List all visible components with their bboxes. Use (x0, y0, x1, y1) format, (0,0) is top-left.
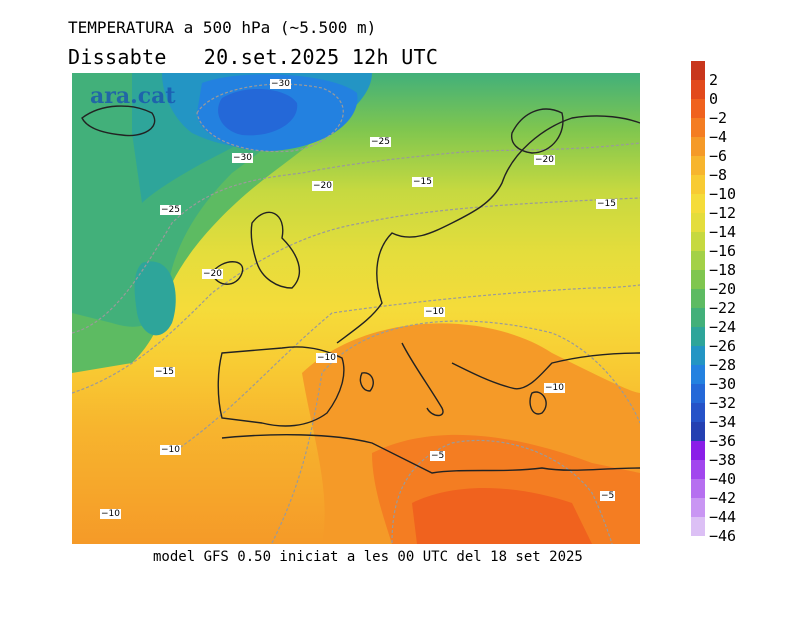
colorbar-label: −40 (709, 470, 737, 488)
colorbar-label: −2 (709, 109, 728, 127)
isotherm-label: −5 (430, 451, 446, 461)
colorbar-label: −6 (709, 147, 728, 165)
isotherm-label: −5 (600, 491, 616, 501)
map-date: Dissabte 20.set.2025 12h UTC (68, 45, 439, 69)
isotherm-label: −25 (160, 205, 181, 215)
colorbar-swatch (691, 460, 705, 479)
colorbar-label: −30 (709, 375, 737, 393)
colorbar-label: −4 (709, 128, 728, 146)
colorbar-swatch (691, 327, 705, 346)
isotherm-label: −15 (596, 199, 617, 209)
isotherm-label: −15 (412, 177, 433, 187)
colorbar-swatch (691, 80, 705, 99)
colorbar-label: −8 (709, 166, 728, 184)
colorbar-label: −12 (709, 204, 737, 222)
isotherm-label: −10 (160, 445, 181, 455)
isotherm-label: −10 (100, 509, 121, 519)
colorbar-swatch (691, 517, 705, 536)
coastlines (81, 105, 640, 474)
colorbar-swatch (691, 308, 705, 327)
colorbar-swatch (691, 137, 705, 156)
colorbar-label: −36 (709, 432, 737, 450)
isotherm-label: −15 (154, 367, 175, 377)
cold-pocket-atlantic (134, 261, 176, 336)
colorbar-label: −44 (709, 508, 737, 526)
colorbar-swatch (691, 270, 705, 289)
colorbar-label: −42 (709, 489, 737, 507)
isotherm-label: −10 (424, 307, 445, 317)
colorbar-swatch (691, 498, 705, 517)
isotherm-label: −20 (534, 155, 555, 165)
colorbar-label: −10 (709, 185, 737, 203)
ara-cat-logo: ara.cat (90, 83, 176, 109)
isotherm-label: −20 (202, 269, 223, 279)
isotherm-label: −30 (270, 79, 291, 89)
colorbar-label: −16 (709, 242, 737, 260)
colorbar-swatch (691, 346, 705, 365)
isotherm-label: −25 (370, 137, 391, 147)
colorbar-label: 2 (709, 71, 719, 89)
model-caption: model GFS 0.50 iniciat a les 00 UTC del … (153, 549, 583, 565)
colorbar-swatch (691, 479, 705, 498)
colorbar-label: −22 (709, 299, 737, 317)
isotherm-label: −20 (312, 181, 333, 191)
isotherm-lines (72, 83, 640, 544)
colorbar-label: −20 (709, 280, 737, 298)
temperature-colorbar: 2 0 −2 −4 −6 −8 −10 −12 −14 −16 −18 −20 −22 −24 −26 −28… (691, 61, 736, 544)
colorbar-swatch (691, 251, 705, 270)
colorbar-label: −38 (709, 451, 737, 469)
colorbar-label: 0 (709, 90, 719, 108)
colorbar-swatch (691, 422, 705, 441)
isotherm-label: −30 (232, 153, 253, 163)
colorbar-label: −26 (709, 337, 737, 355)
isotherm-label: −10 (544, 383, 565, 393)
colorbar-swatch (691, 61, 705, 80)
map-canvas (72, 73, 640, 544)
map-title: TEMPERATURA a 500 hPa (~5.500 m) (68, 18, 377, 37)
colorbar-swatch (691, 365, 705, 384)
colorbar-label: −34 (709, 413, 737, 431)
colorbar-swatch (691, 156, 705, 175)
warm-zone-4 (412, 488, 592, 544)
colorbar-label: −46 (709, 527, 737, 545)
colorbar-swatch (691, 194, 705, 213)
colorbar-label: −18 (709, 261, 737, 279)
colorbar-label: −24 (709, 318, 737, 336)
colorbar-swatch (691, 118, 705, 137)
colorbar-swatch (691, 175, 705, 194)
colorbar-swatch (691, 99, 705, 118)
colorbar-swatch (691, 384, 705, 403)
temperature-map: ara.cat −30 −30 −25 −20 −25 −15 −20 −20 −15 −10 −1… (72, 73, 640, 544)
colorbar-swatch (691, 441, 705, 460)
colorbar-label: −28 (709, 356, 737, 374)
colorbar-label: −32 (709, 394, 737, 412)
colorbar-swatch (691, 403, 705, 422)
colorbar-swatch (691, 232, 705, 251)
cold-zone-32 (218, 88, 298, 136)
isotherm-label: −10 (316, 353, 337, 363)
colorbar-label: −14 (709, 223, 737, 241)
colorbar-swatch (691, 213, 705, 232)
colorbar-swatch (691, 289, 705, 308)
